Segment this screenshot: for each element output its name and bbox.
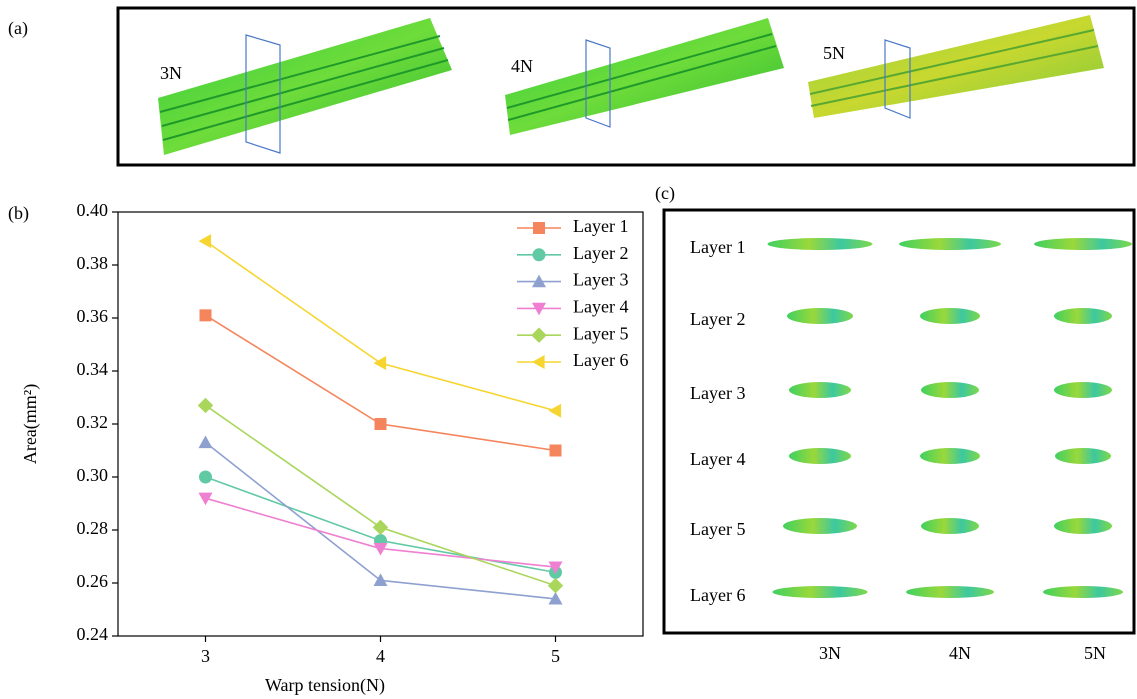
marker [198,398,213,413]
marker [199,436,213,449]
panel-label: (b) [8,203,29,224]
column-label: 5N [1084,643,1106,663]
cross-section [768,238,873,250]
cross-section [920,448,980,464]
cross-section [906,586,994,598]
y-tick-label: 0.34 [77,359,109,379]
y-tick-label: 0.40 [77,200,109,220]
x-tick-label: 3 [201,646,210,666]
cross-section [920,308,980,324]
y-tick-label: 0.26 [77,571,109,591]
cross-section [921,382,979,398]
marker [199,234,212,248]
legend-label: Layer 3 [573,270,628,290]
y-tick-label: 0.24 [77,624,109,644]
cross-section [1043,586,1123,598]
cross-section [787,308,853,324]
marker [199,471,212,484]
cross-section [789,448,851,464]
specimen [505,18,784,135]
y-tick-label: 0.30 [77,465,109,485]
marker [549,404,562,418]
row-label: Layer 4 [690,449,745,469]
specimen-label: 3N [160,63,182,83]
cross-section [1054,308,1112,324]
cross-section [783,518,857,534]
marker [548,578,563,593]
cross-section [899,238,1001,250]
column-label: 4N [949,643,971,663]
cross-section [921,518,979,534]
marker [533,222,545,234]
marker [531,328,546,343]
y-tick-label: 0.38 [77,253,109,273]
legend-label: Layer 5 [573,323,628,343]
marker [374,356,387,370]
marker [550,445,562,457]
y-tick-label: 0.28 [77,518,109,538]
specimen-label: 4N [511,56,533,76]
specimen [158,18,452,155]
row-label: Layer 6 [690,585,745,605]
cross-section [1055,448,1111,464]
y-tick-label: 0.32 [77,412,109,432]
series-line [206,315,556,450]
marker [532,355,545,369]
cross-section [1034,238,1132,250]
cross-section [773,586,868,598]
cross-section [789,382,851,398]
x-axis-title: Warp tension(N) [265,675,385,696]
y-tick-label: 0.36 [77,306,109,326]
marker [375,418,387,430]
marker [374,573,388,586]
panel-label: (a) [8,18,28,39]
row-label: Layer 1 [690,237,745,257]
specimen [808,15,1104,118]
cross-section [1054,382,1112,398]
marker [373,520,388,535]
row-label: Layer 2 [690,309,745,329]
marker [200,309,212,321]
cross-section [1054,518,1112,534]
x-tick-label: 5 [551,646,560,666]
marker [533,248,546,261]
legend-label: Layer 4 [573,297,628,317]
legend-label: Layer 2 [573,243,628,263]
row-label: Layer 3 [690,383,745,403]
series-line [206,241,556,411]
column-label: 3N [819,643,841,663]
legend-label: Layer 6 [573,350,628,370]
row-label: Layer 5 [690,519,745,539]
panel-label: (c) [655,183,675,204]
legend-label: Layer 1 [573,216,628,236]
figure: (a) 3N 4N 5N (b) Warp tension(N) Area(mm… [0,0,1137,699]
panel-frame [664,210,1134,633]
specimen-label: 5N [823,43,845,63]
y-axis-title: Area(mm²) [20,384,41,464]
x-tick-label: 4 [376,646,385,666]
